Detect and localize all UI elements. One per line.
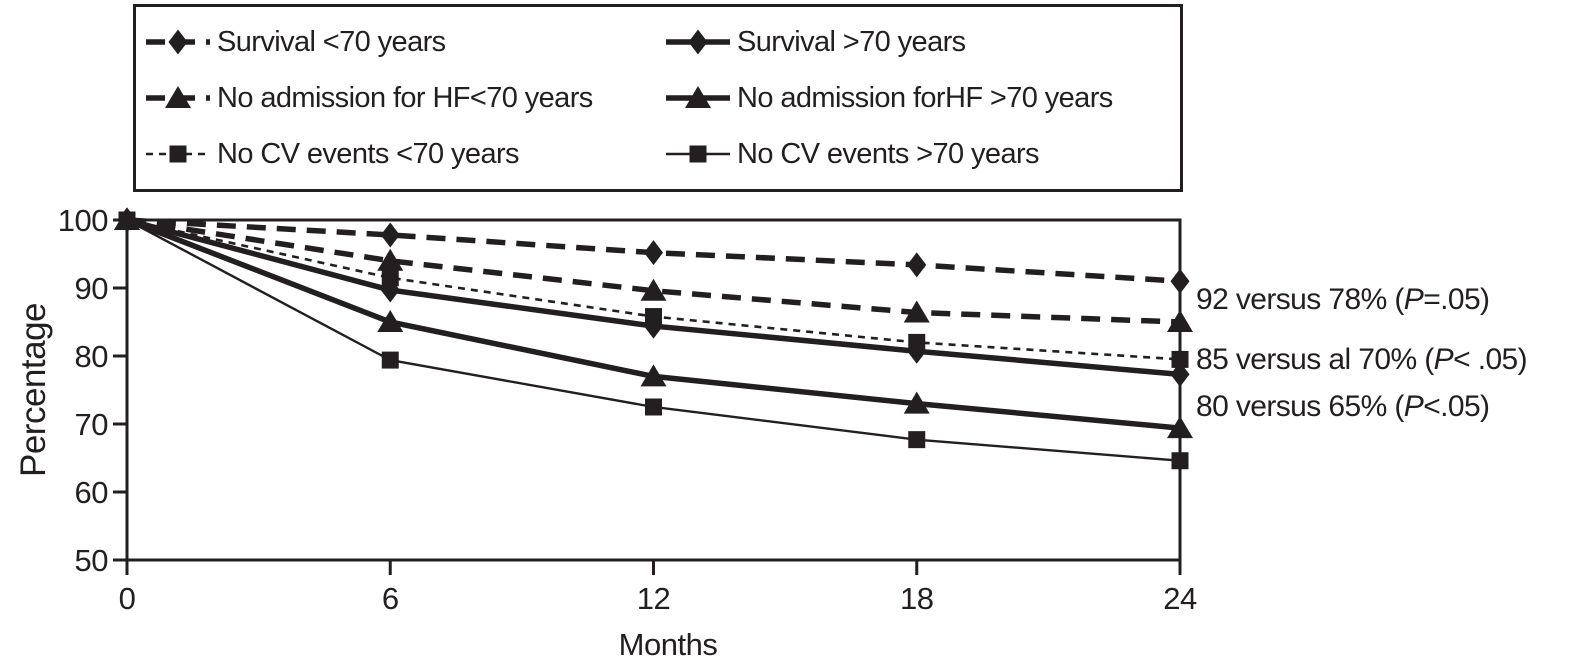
annotation-p-symbol: P <box>1403 283 1424 316</box>
series-line <box>126 217 1181 325</box>
y-tick-label: 50 <box>75 543 109 578</box>
annotation-survival: 92 versus 78% (P=.05) <box>1196 283 1490 317</box>
square-marker-icon <box>1171 452 1189 470</box>
square-marker-icon <box>908 431 926 449</box>
diamond-marker-icon <box>907 252 927 278</box>
triangle-marker-icon <box>1167 416 1193 439</box>
legend-sample-thin-square-icon <box>666 145 730 163</box>
y-tick-label: 90 <box>75 271 109 306</box>
annotation-text: < .05) <box>1453 343 1528 376</box>
y-tick-label: 60 <box>75 475 109 510</box>
x-axis: 0 6 12 18 24 <box>119 560 1197 616</box>
legend-item-no-hf-admission-gt70: No admission forHF >70 years <box>666 82 1180 115</box>
x-tick-label: 12 <box>637 581 670 616</box>
diamond-marker-icon <box>168 29 188 55</box>
annotation-hf-admission: 85 versus al 70% (P< .05) <box>1196 343 1528 377</box>
annotation-p-symbol: P <box>1403 390 1424 423</box>
legend-sample-solid-diamond-icon <box>666 29 730 55</box>
x-tick-label: 24 <box>1163 581 1197 616</box>
legend-sample-dashed-triangle-icon <box>146 86 210 108</box>
square-marker-icon <box>908 333 926 351</box>
triangle-marker-icon <box>903 391 930 414</box>
legend-label: No CV events >70 years <box>737 137 1040 170</box>
diamond-marker-icon <box>380 222 400 248</box>
annotation-text: <.05) <box>1423 390 1490 423</box>
y-tick-label: 80 <box>75 339 109 374</box>
triangle-marker-icon <box>903 300 930 323</box>
annotation-p-symbol: P <box>1433 343 1454 376</box>
triangle-marker-icon <box>640 278 667 301</box>
square-marker-icon <box>381 269 399 287</box>
triangle-marker-icon <box>165 86 191 108</box>
y-axis-title: Percentage <box>14 302 53 478</box>
legend-sample-dashed-diamond-icon <box>146 29 210 55</box>
square-marker-icon <box>645 308 662 326</box>
legend-label: No admission forHF >70 years <box>737 81 1113 114</box>
annotation-text: =.05) <box>1423 283 1490 316</box>
diamond-marker-icon <box>1170 268 1190 294</box>
annotation-cv-events: 80 versus 65% (P<.05) <box>1196 390 1490 424</box>
annotation-text: 85 versus al 70% ( <box>1196 343 1434 376</box>
legend-item-no-cv-events-lt70: No CV events <70 years <box>146 138 666 171</box>
square-marker-icon <box>381 351 399 369</box>
x-tick-label: 6 <box>382 581 399 616</box>
diamond-marker-icon <box>644 240 663 266</box>
legend-item-survival-lt70: Survival <70 years <box>146 26 666 59</box>
y-tick-label: 70 <box>75 407 109 442</box>
chart-legend: Survival <70 years Survival >70 years No… <box>133 4 1183 192</box>
legend-sample-solid-triangle-icon <box>666 86 730 108</box>
legend-sample-dotted-square-icon <box>146 145 210 163</box>
square-marker-icon <box>118 211 136 229</box>
triangle-marker-icon <box>640 364 667 387</box>
legend-item-no-hf-admission-lt70: No admission for HF<70 years <box>146 82 666 115</box>
series-markers <box>114 207 1193 470</box>
legend-item-survival-gt70: Survival >70 years <box>666 26 1180 59</box>
square-marker-icon <box>645 398 662 416</box>
triangle-marker-icon <box>685 86 711 108</box>
diamond-marker-icon <box>688 29 708 55</box>
legend-label: No CV events <70 years <box>217 137 520 170</box>
plot-frame <box>125 218 1182 562</box>
annotation-text: 92 versus 78% ( <box>1196 283 1404 316</box>
x-tick-label: 18 <box>900 581 933 616</box>
square-marker-icon <box>1171 350 1189 368</box>
legend-label: No admission for HF<70 years <box>217 81 593 114</box>
square-marker-icon <box>169 145 187 163</box>
triangle-marker-icon <box>377 248 404 271</box>
y-tick-label: 100 <box>58 203 108 238</box>
plot-border <box>125 218 1182 562</box>
x-axis-title: Months <box>618 627 718 662</box>
legend-item-no-cv-events-gt70: No CV events >70 years <box>666 138 1180 171</box>
x-tick-label: 0 <box>119 581 136 616</box>
diamond-marker-icon <box>1170 361 1190 387</box>
triangle-marker-icon <box>377 310 404 332</box>
legend-label: Survival <70 years <box>217 25 446 58</box>
triangle-marker-icon <box>1167 310 1193 332</box>
square-marker-icon <box>689 145 707 163</box>
legend-label: Survival >70 years <box>737 25 966 58</box>
y-axis: 100 90 80 70 60 50 <box>58 203 127 578</box>
annotation-text: 80 versus 65% ( <box>1196 390 1404 423</box>
